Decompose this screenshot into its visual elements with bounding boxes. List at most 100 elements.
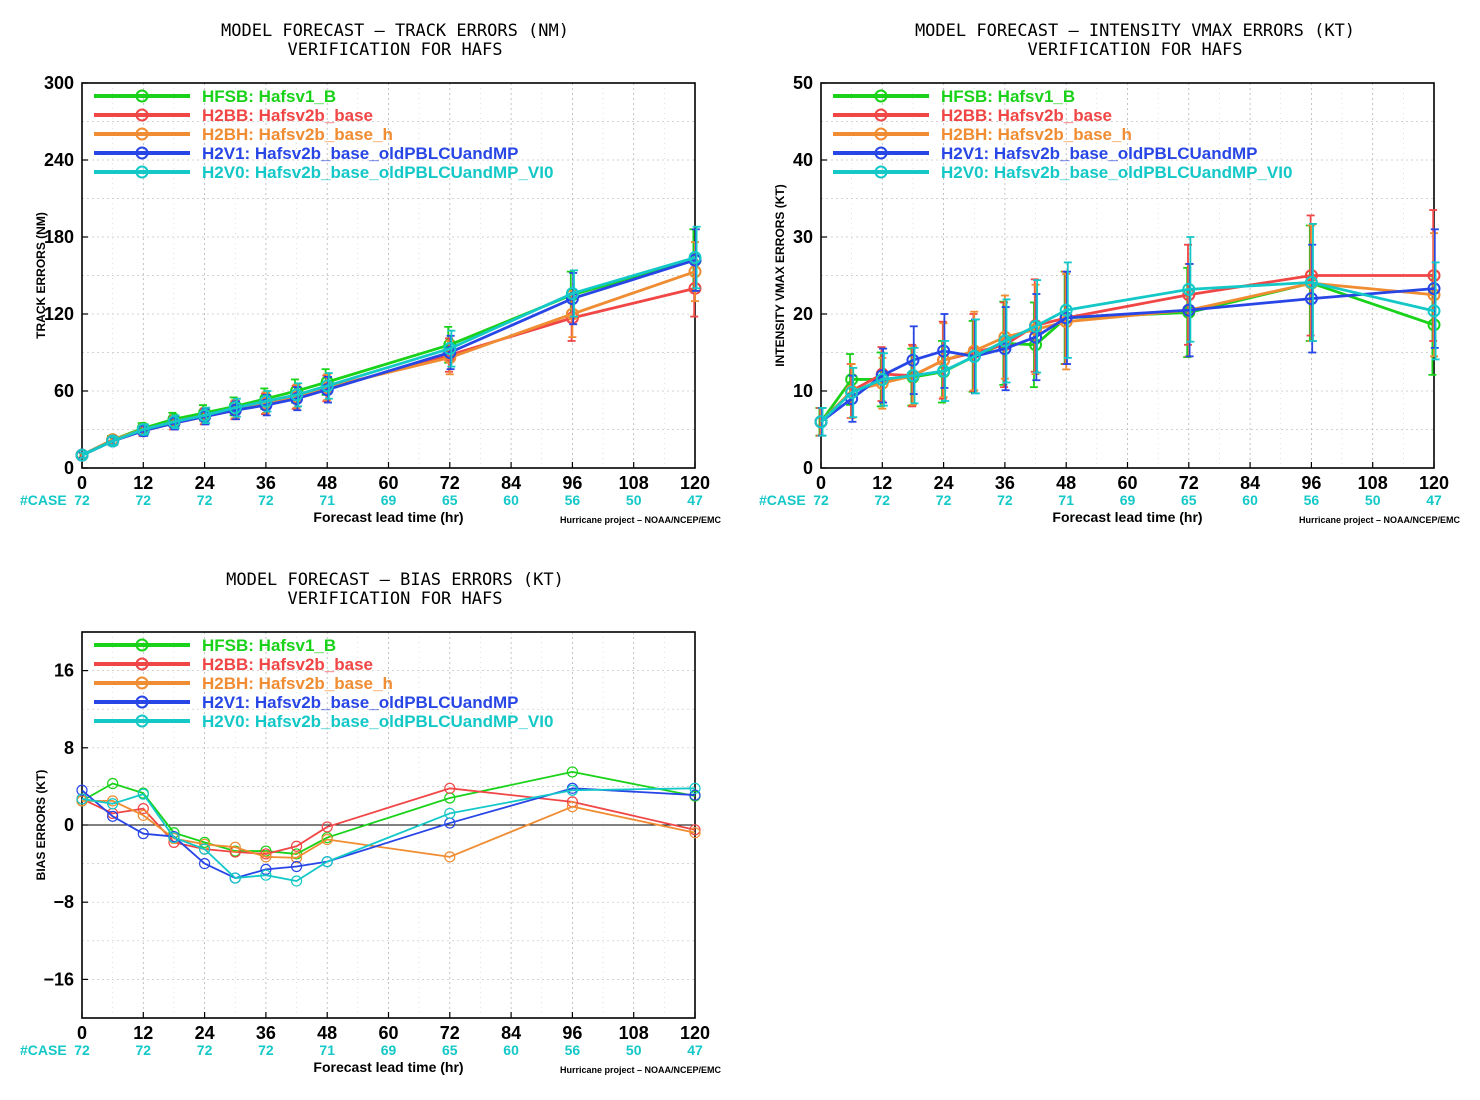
legend-marker	[874, 165, 888, 179]
data-point	[167, 415, 181, 429]
legend-entry: H2V0: Hafsv2b_base_oldPBLCUandMP_VI0	[202, 163, 553, 182]
case-count: 50	[626, 492, 642, 508]
x-tick-label: 60	[378, 473, 398, 493]
case-count: 69	[1120, 492, 1136, 508]
x-tick-label: 96	[562, 473, 582, 493]
x-axis-label: Forecast lead time (hr)	[1052, 509, 1202, 525]
data-point	[260, 848, 272, 860]
data-point	[290, 860, 303, 873]
data-point	[76, 784, 88, 796]
y-tick-label: 8	[64, 738, 74, 758]
credit-text: Hurricane project – NOAA/NCEP/EMC	[560, 1065, 722, 1075]
data-point	[875, 372, 889, 386]
case-count: 71	[1058, 492, 1074, 508]
series-1	[75, 259, 702, 462]
data-point	[107, 810, 119, 822]
data-point	[229, 841, 241, 853]
legend-entry: H2V1: Hafsv2b_base_oldPBLCUandMP	[202, 144, 518, 163]
chart-title-line: VERIFICATION FOR HAFS	[288, 40, 503, 60]
case-count: 72	[258, 1042, 274, 1058]
data-point	[689, 827, 701, 839]
data-point	[137, 809, 149, 821]
y-tick-label: 30	[793, 227, 813, 247]
x-tick-label: 96	[562, 1023, 582, 1043]
case-count: 56	[565, 1042, 581, 1058]
track-errors-chart: MODEL FORECAST – TRACK ERRORS (NM)VERIFI…	[20, 21, 721, 525]
data-point	[1059, 311, 1073, 325]
legend-entry: H2BB: Hafsv2b_base	[202, 655, 373, 674]
data-point	[998, 334, 1012, 348]
legend-marker	[135, 146, 149, 160]
bias-errors-chart: MODEL FORECAST – BIAS ERRORS (KT)VERIFIC…	[20, 570, 721, 1075]
data-point	[228, 401, 242, 415]
case-count: 56	[565, 492, 581, 508]
y-tick-label: 0	[803, 458, 813, 478]
series-line	[81, 787, 696, 879]
data-point	[443, 346, 457, 359]
legend-entry: H2BB: Hafsv2b_base	[202, 106, 373, 125]
y-tick-label: 0	[64, 815, 74, 835]
legend-marker	[874, 89, 888, 103]
y-axis-label: TRACK ERRORS (NM)	[34, 212, 48, 339]
data-point	[689, 782, 701, 794]
case-count: 72	[136, 1042, 152, 1058]
x-tick-label: 36	[995, 473, 1015, 493]
x-tick-label: 0	[77, 473, 87, 493]
x-tick-label: 60	[1117, 473, 1137, 493]
y-tick-label: 0	[64, 458, 74, 478]
data-point	[1304, 275, 1318, 289]
series-4	[75, 225, 702, 462]
data-point	[320, 383, 334, 397]
x-tick-label: 84	[1240, 473, 1260, 493]
legend-entry: H2V0: Hafsv2b_base_oldPBLCUandMP_VI0	[202, 712, 553, 731]
x-tick-label: 24	[195, 1023, 215, 1043]
case-count: 65	[1181, 492, 1197, 508]
x-tick-label: 72	[1179, 473, 1199, 493]
y-axis-label: BIAS ERRORS (KT)	[34, 770, 48, 881]
data-point	[967, 349, 981, 363]
data-point	[321, 856, 333, 868]
data-point	[937, 344, 951, 358]
data-point	[290, 388, 304, 402]
data-point	[688, 251, 702, 265]
y-tick-label: 180	[44, 227, 74, 247]
data-point	[1029, 319, 1043, 333]
data-point	[845, 386, 859, 400]
chart-title-line: MODEL FORECAST – TRACK ERRORS (NM)	[221, 21, 569, 41]
data-point	[107, 795, 119, 807]
x-tick-label: 72	[440, 473, 460, 493]
data-point	[1182, 303, 1196, 317]
case-count: 72	[936, 492, 952, 508]
data-point	[259, 394, 273, 408]
chart-title-line: VERIFICATION FOR HAFS	[1028, 40, 1243, 60]
data-point	[321, 833, 333, 846]
x-tick-label: 12	[133, 473, 153, 493]
data-point	[168, 831, 180, 844]
data-point	[260, 851, 272, 863]
case-count: 47	[687, 492, 703, 508]
x-tick-label: 84	[501, 1023, 521, 1043]
case-count: 72	[74, 1042, 90, 1058]
y-tick-label: 120	[44, 304, 74, 324]
x-tick-label: 0	[77, 1023, 87, 1043]
case-count: 56	[1304, 492, 1320, 508]
legend-entry: HFSB: Hafsv1_B	[202, 636, 336, 655]
case-count: 47	[1426, 492, 1442, 508]
legend-entry: HFSB: Hafsv1_B	[202, 87, 336, 106]
y-tick-label: 300	[44, 73, 74, 93]
x-axis-label: Forecast lead time (hr)	[313, 509, 463, 525]
case-count: 72	[875, 492, 891, 508]
legend-entry: H2V1: Hafsv2b_base_oldPBLCUandMP	[202, 693, 518, 712]
data-point	[566, 801, 579, 813]
data-point	[290, 875, 303, 887]
x-tick-label: 108	[1358, 473, 1388, 493]
legend-marker	[135, 108, 149, 122]
case-row-label: #CASE	[20, 492, 67, 508]
legend-entry: H2BH: Hafsv2b_base_h	[202, 125, 393, 144]
x-tick-label: 24	[934, 473, 954, 493]
legend-entry: H2V0: Hafsv2b_base_oldPBLCUandMP_VI0	[941, 163, 1292, 182]
legend-marker	[874, 108, 888, 122]
y-tick-label: 40	[793, 150, 813, 170]
x-tick-label: 48	[317, 473, 337, 493]
y-tick-label: −8	[53, 892, 74, 912]
